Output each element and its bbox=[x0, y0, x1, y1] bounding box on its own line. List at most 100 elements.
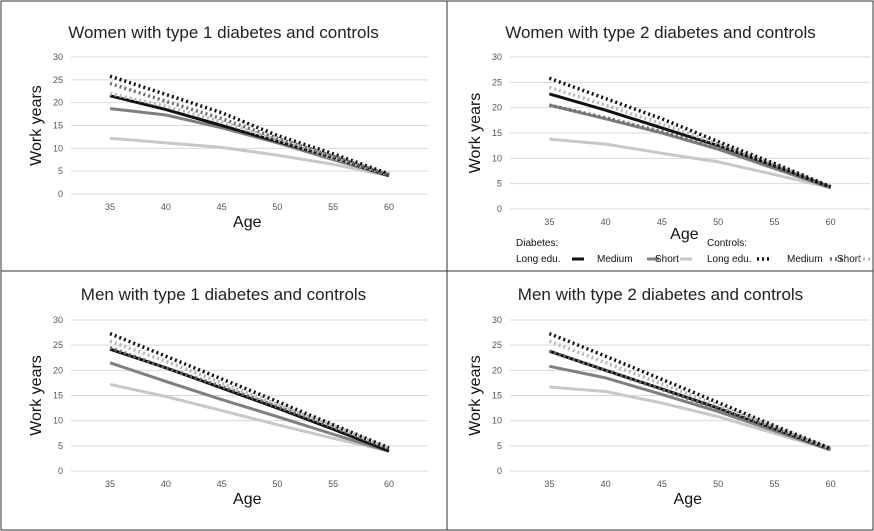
legend-item-label: Short bbox=[655, 254, 679, 265]
panel-1: Women with type 1 diabetes and controls 0… bbox=[28, 23, 428, 231]
series-line-controls-medium bbox=[548, 103, 832, 189]
y-tick-label: 10 bbox=[492, 416, 502, 426]
y-tick-label: 30 bbox=[492, 315, 502, 325]
y-tick-label: 20 bbox=[492, 365, 502, 375]
x-tick-label: 55 bbox=[769, 217, 779, 227]
legend-item-label: Long edu. bbox=[707, 254, 752, 265]
y-tick-label: 25 bbox=[492, 340, 502, 350]
series-line-controls-longedu bbox=[548, 76, 832, 189]
series-line-diabetes-longedu bbox=[109, 94, 390, 178]
y-tick-label: 0 bbox=[497, 204, 502, 214]
y-tick-label: 10 bbox=[53, 143, 63, 153]
y-tick-label: 15 bbox=[53, 121, 63, 131]
panel-title: Men with type 2 diabetes and controls bbox=[518, 285, 803, 304]
y-tick-label: 0 bbox=[497, 466, 502, 476]
series-line-controls-short bbox=[548, 339, 832, 451]
x-tick-label: 35 bbox=[105, 479, 115, 489]
y-tick-label: 15 bbox=[53, 391, 63, 401]
series-line-diabetes-short bbox=[109, 382, 390, 453]
x-axis-label: Age bbox=[674, 491, 703, 508]
x-tick-label: 35 bbox=[544, 479, 554, 489]
y-tick-label: 0 bbox=[58, 466, 63, 476]
y-tick-label: 25 bbox=[53, 340, 63, 350]
panel-title: Women with type 1 diabetes and controls bbox=[68, 23, 379, 42]
x-axis-label: Age bbox=[233, 214, 262, 231]
x-axis-label: Age bbox=[233, 491, 262, 508]
y-tick-label: 30 bbox=[53, 315, 63, 325]
panel-4: Men with type 2 diabetes and controls 0 5 1… bbox=[467, 285, 870, 508]
series-line-diabetes-medium bbox=[549, 103, 832, 190]
x-tick-label: 45 bbox=[217, 202, 227, 212]
series-line-diabetes-longedu bbox=[109, 347, 390, 453]
x-tick-label: 50 bbox=[272, 479, 282, 489]
y-tick-label: 30 bbox=[492, 52, 502, 62]
y-axis-label: Work years bbox=[467, 355, 484, 436]
panel-title: Men with type 1 diabetes and controls bbox=[81, 285, 366, 304]
y-tick-label: 20 bbox=[492, 103, 502, 113]
x-tick-label: 60 bbox=[826, 217, 836, 227]
x-axis-label: Age bbox=[670, 226, 699, 243]
series-line-controls-medium bbox=[109, 346, 390, 450]
y-tick-label: 20 bbox=[53, 365, 63, 375]
x-tick-label: 45 bbox=[657, 217, 667, 227]
legend-controls-title: Controls: bbox=[707, 238, 747, 249]
series-line-diabetes-longedu bbox=[548, 349, 832, 451]
series-line-diabetes-short bbox=[109, 136, 390, 178]
x-tick-label: 60 bbox=[826, 479, 836, 489]
legend-item-label: Long edu. bbox=[516, 254, 561, 265]
x-tick-label: 60 bbox=[384, 202, 394, 212]
x-tick-label: 50 bbox=[272, 202, 282, 212]
y-tick-label: 25 bbox=[53, 75, 63, 85]
y-axis-label: Work years bbox=[467, 93, 484, 174]
y-tick-label: 5 bbox=[58, 441, 63, 451]
x-tick-label: 50 bbox=[713, 479, 723, 489]
panel-title: Women with type 2 diabetes and controls bbox=[505, 23, 816, 42]
y-axis-label: Work years bbox=[28, 355, 45, 436]
legend: Diabetes: Controls: Long edu. Medium Short Lo… bbox=[516, 238, 870, 265]
x-tick-label: 55 bbox=[769, 479, 779, 489]
series-line-diabetes-medium bbox=[109, 361, 390, 453]
legend-item-label: Short bbox=[837, 254, 861, 265]
series-line-diabetes-short bbox=[549, 137, 831, 190]
panel-3: Men with type 1 diabetes and controls 0 5 1… bbox=[28, 285, 428, 508]
x-tick-label: 55 bbox=[328, 202, 338, 212]
y-axis-label: Work years bbox=[28, 85, 45, 166]
y-tick-label: 0 bbox=[58, 189, 63, 199]
series-line-controls-longedu bbox=[109, 74, 390, 176]
series-line-diabetes-longedu bbox=[548, 92, 832, 189]
x-tick-label: 35 bbox=[105, 202, 115, 212]
series-line-diabetes-medium bbox=[549, 364, 832, 452]
series-line-controls-medium bbox=[109, 81, 390, 177]
y-tick-label: 20 bbox=[53, 98, 63, 108]
x-tick-label: 45 bbox=[657, 479, 667, 489]
x-tick-label: 60 bbox=[384, 479, 394, 489]
x-tick-label: 40 bbox=[601, 479, 611, 489]
y-tick-label: 10 bbox=[53, 416, 63, 426]
series-line-controls-longedu bbox=[548, 331, 832, 450]
series-line-diabetes-medium bbox=[109, 107, 390, 178]
x-tick-label: 40 bbox=[601, 217, 611, 227]
y-tick-label: 10 bbox=[492, 153, 502, 163]
x-tick-label: 35 bbox=[544, 217, 554, 227]
x-tick-label: 50 bbox=[713, 217, 723, 227]
x-tick-label: 55 bbox=[328, 479, 338, 489]
y-tick-label: 5 bbox=[58, 166, 63, 176]
series-line-controls-short bbox=[109, 91, 390, 177]
legend-item-label: Medium bbox=[597, 254, 633, 265]
y-tick-label: 15 bbox=[492, 391, 502, 401]
x-tick-label: 45 bbox=[217, 479, 227, 489]
legend-diabetes-title: Diabetes: bbox=[516, 238, 558, 249]
y-tick-label: 25 bbox=[492, 77, 502, 87]
y-tick-label: 30 bbox=[53, 52, 63, 62]
series-line-diabetes-short bbox=[549, 385, 832, 452]
series-line-controls-longedu bbox=[109, 331, 390, 450]
y-tick-label: 15 bbox=[492, 128, 502, 138]
panel-2: Women with type 2 diabetes and controls 0… bbox=[467, 23, 870, 265]
x-tick-label: 40 bbox=[161, 202, 171, 212]
y-tick-label: 5 bbox=[497, 179, 502, 189]
legend-item-label: Medium bbox=[787, 254, 823, 265]
y-tick-label: 5 bbox=[497, 441, 502, 451]
x-tick-label: 40 bbox=[161, 479, 171, 489]
